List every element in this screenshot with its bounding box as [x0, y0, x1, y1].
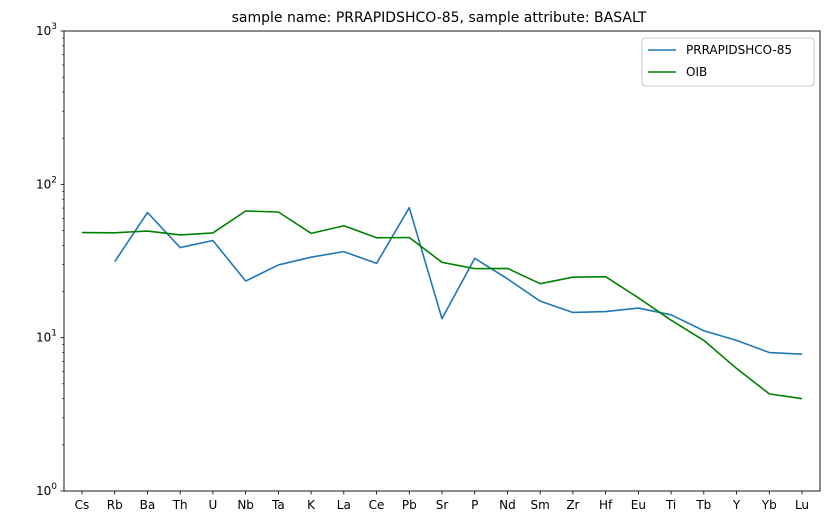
x-tick-label: Zr	[566, 498, 579, 512]
series-line-oib	[81, 210, 803, 400]
x-tick-label: Nb	[237, 498, 254, 512]
x-tick-label: Ba	[140, 498, 156, 512]
x-tick-label: Lu	[795, 498, 809, 512]
x-tick-label: Rb	[107, 498, 123, 512]
y-tick-label-base: 10	[36, 24, 51, 38]
x-tick-label: Sm	[531, 498, 550, 512]
chart-title: sample name: PRRAPIDSHCO-85, sample attr…	[232, 10, 647, 26]
y-tick-label: 103	[36, 22, 57, 38]
x-tick-label: Th	[172, 498, 188, 512]
y-tick-label: 101	[36, 329, 57, 345]
y-tick-label-base: 10	[36, 177, 51, 191]
x-tick-label: Ti	[665, 498, 676, 512]
legend-label: OIB	[686, 65, 707, 79]
y-tick-label-exponent: 0	[51, 482, 57, 492]
y-tick-label-base: 10	[36, 484, 51, 498]
x-tick-label: K	[307, 498, 316, 512]
legend-box	[641, 37, 815, 87]
x-tick-label: Ta	[271, 498, 285, 512]
plot-frame	[63, 30, 821, 492]
x-tick-label: Cs	[75, 498, 90, 512]
legend-label: PRRAPIDSHCO-85	[686, 43, 792, 57]
x-tick-label: Yb	[761, 498, 777, 512]
x-tick-label: U	[209, 498, 218, 512]
y-tick-label-exponent: 2	[51, 175, 57, 185]
y-tick-label: 100	[36, 482, 57, 498]
x-tick-label: La	[337, 498, 351, 512]
x-tick-label: Y	[732, 498, 741, 512]
x-tick-label: Eu	[631, 498, 646, 512]
y-tick-label-base: 10	[36, 331, 51, 345]
x-tick-label: Ce	[369, 498, 385, 512]
x-tick-label: Pb	[402, 498, 417, 512]
x-tick-label: Sr	[436, 498, 449, 512]
x-tick-label: Hf	[599, 498, 613, 512]
x-tick-label: Tb	[695, 498, 711, 512]
x-tick-label: Nd	[499, 498, 516, 512]
y-tick-label: 102	[36, 175, 57, 191]
series-line-sample	[114, 206, 803, 356]
x-tick-label: P	[471, 498, 478, 512]
plot-background	[64, 31, 820, 491]
y-tick-label-exponent: 1	[51, 329, 57, 339]
y-tick-label-exponent: 3	[51, 22, 57, 32]
